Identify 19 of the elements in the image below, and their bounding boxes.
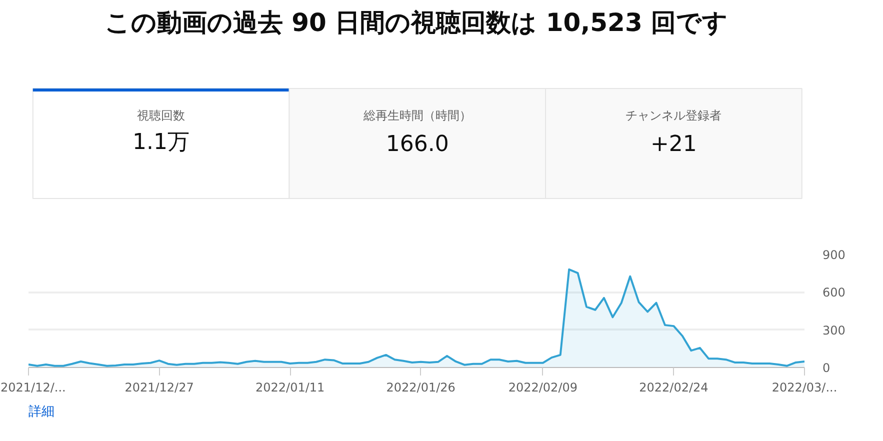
text: 視聴回数	[137, 108, 186, 122]
x-tick-label: 2021/12/27	[124, 380, 194, 394]
text: +21	[650, 132, 697, 157]
y-tick-label: 900	[822, 248, 846, 262]
x-tick-label: 2022/02/24	[639, 380, 708, 394]
text: 総再生時間（時間）	[362, 108, 472, 122]
x-tick-label: 2021/12/...	[0, 380, 66, 394]
text: 詳細	[28, 404, 54, 420]
text: この動画の過去 90 日間の視聴回数は 10,523 回です	[104, 8, 728, 37]
x-tick-label: 2022/01/11	[255, 380, 325, 394]
text: 166.0	[386, 132, 449, 157]
text: チャンネル登録者	[626, 108, 722, 122]
y-tick-label: 300	[822, 323, 846, 338]
x-tick-label: 2022/03/...	[772, 380, 838, 394]
y-tick-label: 0	[822, 361, 830, 375]
x-tick-label: 2022/01/26	[386, 380, 456, 394]
text: 1.1万	[132, 130, 190, 155]
x-tick-label: 2022/02/09	[508, 380, 578, 394]
y-tick-label: 600	[822, 286, 846, 300]
